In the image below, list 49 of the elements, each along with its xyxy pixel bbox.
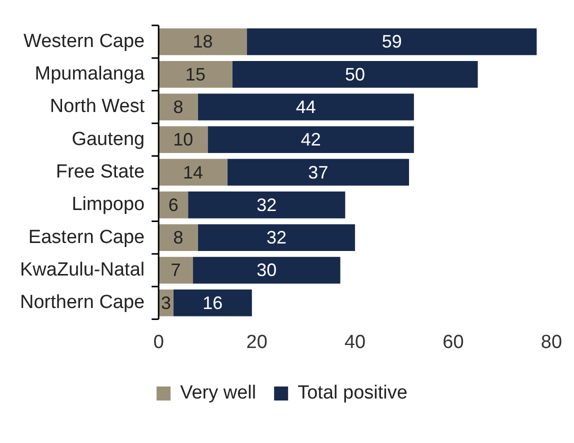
x-tick-label: 0 [153,332,164,353]
data-label: 32 [266,228,286,248]
y-tick-label: Mpumalanga [34,64,146,85]
data-label: 15 [185,64,206,84]
data-label: 30 [256,260,277,280]
data-label: 16 [202,292,223,313]
bar [188,192,346,218]
data-label: 59 [382,32,402,52]
data-label: 8 [173,96,184,117]
data-label: 10 [173,130,194,150]
bar [232,60,478,88]
bar [198,224,356,251]
y-tick-label: KwaZulu-Natal [20,259,145,280]
bar [158,28,248,56]
bar [198,94,414,120]
y-tick-label: Eastern Cape [28,226,145,248]
data-label: 6 [168,194,178,215]
data-label: 32 [256,194,277,215]
bar [158,158,228,186]
data-label: 14 [182,162,204,182]
y-tick-label: Northern Cape [20,292,145,314]
bar [247,28,537,56]
x-tick-label: 20 [246,332,268,353]
data-label: 3 [160,292,171,313]
data-label: 37 [308,162,328,182]
y-tick-label: Free State [56,162,145,183]
data-label: 50 [345,64,366,84]
y-tick-label: Limpopo [72,194,145,216]
data-label: 7 [170,260,181,280]
data-label: 44 [296,96,316,117]
y-tick-label: Western Cape [24,30,145,52]
bar [158,224,198,251]
data-label: 8 [173,228,184,248]
x-tick-label: 80 [540,332,562,353]
y-tick-label: Gauteng [72,128,145,150]
x-tick-label: 60 [442,332,464,353]
bar [158,94,198,120]
data-label: 18 [192,32,213,52]
bar [158,256,193,284]
bar [158,60,232,88]
data-label: 42 [300,130,321,150]
bar [192,256,340,284]
y-tick-label: North West [50,96,146,118]
legend-label: Very well [180,382,256,404]
bar [173,289,252,316]
bar [227,158,410,186]
bar [208,126,414,154]
x-tick-label: 40 [344,332,366,353]
legend-label: Total positive [298,382,408,404]
